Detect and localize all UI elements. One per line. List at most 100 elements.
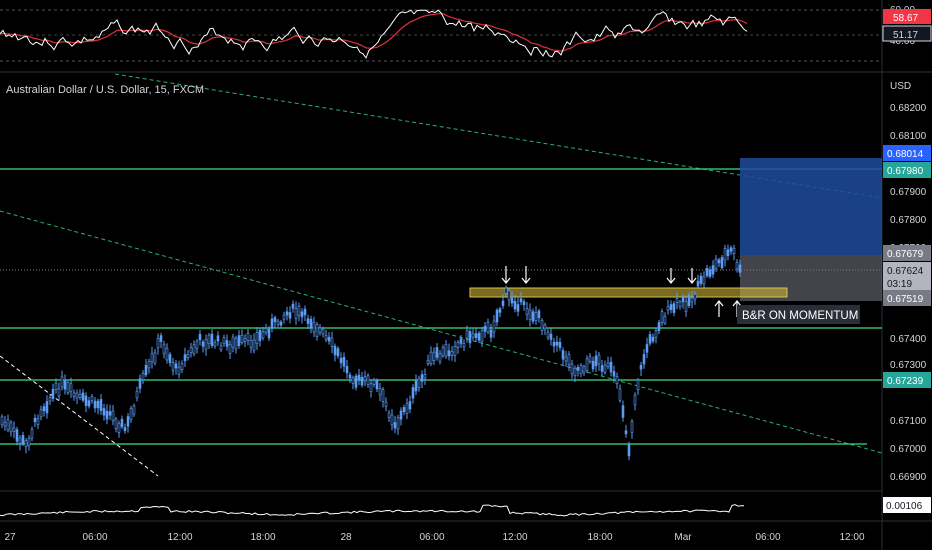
candle-body — [489, 329, 493, 338]
candle-body — [309, 318, 313, 328]
long-position-target-zone[interactable] — [740, 158, 882, 255]
candle-body — [183, 354, 187, 362]
trendline-white[interactable] — [0, 355, 159, 477]
candle-body — [726, 249, 730, 256]
price-axis[interactable]: USD 0.682000.681000.679000.678000.677000… — [882, 5, 932, 513]
rsi-panel[interactable] — [0, 9, 882, 62]
candle-body — [648, 334, 652, 344]
candle-body — [258, 330, 262, 341]
candle-body — [558, 342, 562, 348]
candle-body — [336, 348, 340, 357]
candle-body — [396, 417, 400, 430]
candle-body — [81, 392, 85, 401]
candle-body — [291, 303, 295, 309]
candle-body — [417, 378, 421, 388]
candle-body — [603, 364, 607, 373]
candle-body — [501, 300, 505, 306]
candle-body — [588, 356, 592, 362]
candle-body — [690, 297, 694, 303]
candle-body — [534, 312, 538, 321]
time-axis[interactable]: 27 06:00 12:00 18:00 28 06:00 12:00 18:00 Mar 06:… — [4, 532, 865, 543]
lower-indicator-panel[interactable] — [0, 504, 744, 517]
candle-body — [495, 309, 499, 323]
candle-body — [729, 247, 733, 252]
candle-body — [471, 333, 475, 338]
candle-body — [93, 400, 97, 409]
candle-body — [129, 408, 133, 420]
symbol-title[interactable]: Australian Dollar / U.S. Dollar, 15, FXC… — [6, 84, 204, 96]
rsi-value-tag — [883, 9, 931, 24]
candle-body — [711, 265, 715, 275]
candle-body — [357, 374, 361, 380]
candle-body — [354, 375, 358, 388]
candle-body — [717, 259, 721, 264]
price-tag-label: 0.67519 — [887, 294, 924, 305]
candle-body — [78, 394, 82, 398]
candle-body — [498, 308, 502, 313]
candle-body — [513, 300, 517, 310]
candle-body — [297, 305, 301, 316]
candle-body — [294, 308, 298, 319]
candle-body — [348, 374, 352, 379]
candle-body — [342, 356, 346, 367]
candle-body — [423, 374, 427, 379]
candle-body — [591, 360, 595, 370]
candle-body — [6, 419, 10, 431]
candle-body — [150, 352, 154, 363]
candle-body — [132, 405, 136, 415]
up-arrow-icon — [714, 300, 724, 317]
time-tick-label: 18:00 — [587, 532, 612, 543]
candle-body — [405, 403, 409, 415]
candle-body — [522, 301, 526, 306]
candle-body — [24, 440, 28, 447]
price-tag — [883, 290, 931, 306]
annotation-arrows[interactable] — [501, 266, 742, 317]
candle-body — [576, 366, 580, 371]
annotation-label-box[interactable] — [737, 305, 860, 324]
price-tick-label: 0.67100 — [890, 416, 927, 427]
candle-body — [243, 338, 247, 342]
candle-body — [267, 329, 271, 339]
trendline-lower[interactable] — [0, 210, 883, 454]
candle-body — [486, 321, 490, 333]
down-arrow-icon — [666, 268, 676, 284]
candle-body — [213, 342, 217, 347]
candle-body — [474, 333, 478, 338]
candle-body — [663, 315, 667, 324]
candle-body — [600, 365, 604, 372]
candle-body — [510, 297, 514, 304]
candle-body — [3, 421, 7, 427]
candle-body — [30, 428, 34, 439]
candle-body — [735, 261, 739, 270]
breakout-zone[interactable] — [469, 287, 788, 298]
candle-body — [69, 383, 73, 392]
candle-body — [546, 332, 550, 338]
candle-body — [72, 392, 76, 397]
candle-body — [315, 324, 319, 337]
candle-body — [444, 344, 448, 357]
candle-body — [699, 275, 703, 284]
candle-body — [561, 350, 565, 360]
main-price-panel[interactable]: B&R ON MOMENTUM Australian Dollar / U.S.… — [0, 73, 883, 477]
candle-body — [159, 335, 163, 342]
candle-body — [426, 360, 430, 365]
candle-body — [399, 410, 403, 420]
candle-body — [702, 276, 706, 285]
candle-body — [51, 389, 55, 399]
down-arrow-icon — [501, 266, 511, 284]
candle-body — [723, 248, 727, 261]
candle-body — [96, 400, 100, 409]
candle-body — [207, 334, 211, 345]
candle-body — [54, 382, 58, 390]
time-tick-label: 06:00 — [82, 532, 107, 543]
candle-body — [669, 304, 673, 311]
candle-body — [585, 358, 589, 371]
candle-body — [303, 308, 307, 316]
candle-body — [231, 336, 235, 348]
candle-body — [618, 388, 622, 401]
candle-body — [321, 329, 325, 335]
candle-body — [300, 311, 304, 318]
candle-body — [162, 343, 166, 354]
candle-body — [606, 362, 610, 367]
